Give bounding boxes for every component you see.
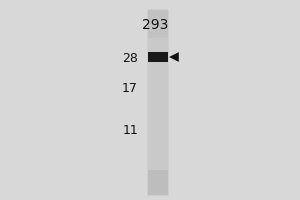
Bar	[148, 22, 168, 25]
Bar	[148, 81, 168, 84]
Bar	[148, 180, 168, 183]
Bar	[148, 102, 168, 106]
Bar	[148, 133, 168, 136]
Bar	[148, 53, 168, 56]
Bar	[148, 41, 168, 44]
Bar	[148, 155, 168, 158]
Bar	[148, 167, 168, 170]
Bar	[148, 52, 168, 62]
Bar	[148, 164, 168, 167]
Bar	[148, 93, 168, 96]
Bar	[148, 78, 168, 81]
Bar	[148, 96, 168, 99]
Bar	[148, 10, 168, 13]
Bar	[148, 84, 168, 87]
Bar	[148, 50, 168, 53]
Bar	[148, 176, 168, 180]
Bar	[148, 62, 168, 66]
Bar	[148, 59, 168, 62]
Bar	[148, 32, 168, 35]
Bar	[148, 136, 168, 140]
Bar	[148, 158, 168, 161]
Bar	[148, 47, 168, 50]
Bar	[148, 13, 168, 16]
Bar	[148, 170, 168, 173]
Bar	[148, 161, 168, 164]
Bar	[148, 106, 168, 109]
Bar	[148, 143, 168, 146]
Bar	[148, 87, 168, 90]
Bar	[148, 115, 168, 118]
Bar	[148, 146, 168, 149]
Bar	[148, 183, 168, 186]
Bar	[148, 56, 168, 59]
Bar	[148, 35, 168, 38]
Bar	[148, 189, 168, 192]
Bar	[148, 25, 168, 28]
Bar	[148, 10, 168, 195]
Bar	[148, 118, 168, 121]
Bar	[148, 192, 168, 195]
Bar	[148, 69, 168, 72]
Bar	[148, 38, 168, 41]
Bar	[148, 152, 168, 155]
Bar	[148, 109, 168, 112]
Bar	[148, 186, 168, 189]
Text: 17: 17	[122, 82, 138, 95]
Bar	[148, 140, 168, 143]
Bar	[148, 121, 168, 124]
Text: 28: 28	[122, 51, 138, 64]
Bar	[148, 130, 168, 133]
Bar	[148, 75, 168, 78]
Bar	[148, 112, 168, 115]
Bar	[148, 99, 168, 102]
Bar	[148, 72, 168, 75]
Text: 293: 293	[142, 18, 168, 32]
Text: 11: 11	[122, 123, 138, 136]
Bar	[148, 66, 168, 69]
Bar	[148, 16, 168, 19]
Bar	[148, 28, 168, 32]
Bar	[148, 173, 168, 176]
Bar	[148, 19, 168, 22]
Bar	[148, 127, 168, 130]
Bar	[148, 90, 168, 93]
Bar	[148, 124, 168, 127]
Bar	[148, 149, 168, 152]
Polygon shape	[169, 52, 179, 62]
Bar	[148, 44, 168, 47]
